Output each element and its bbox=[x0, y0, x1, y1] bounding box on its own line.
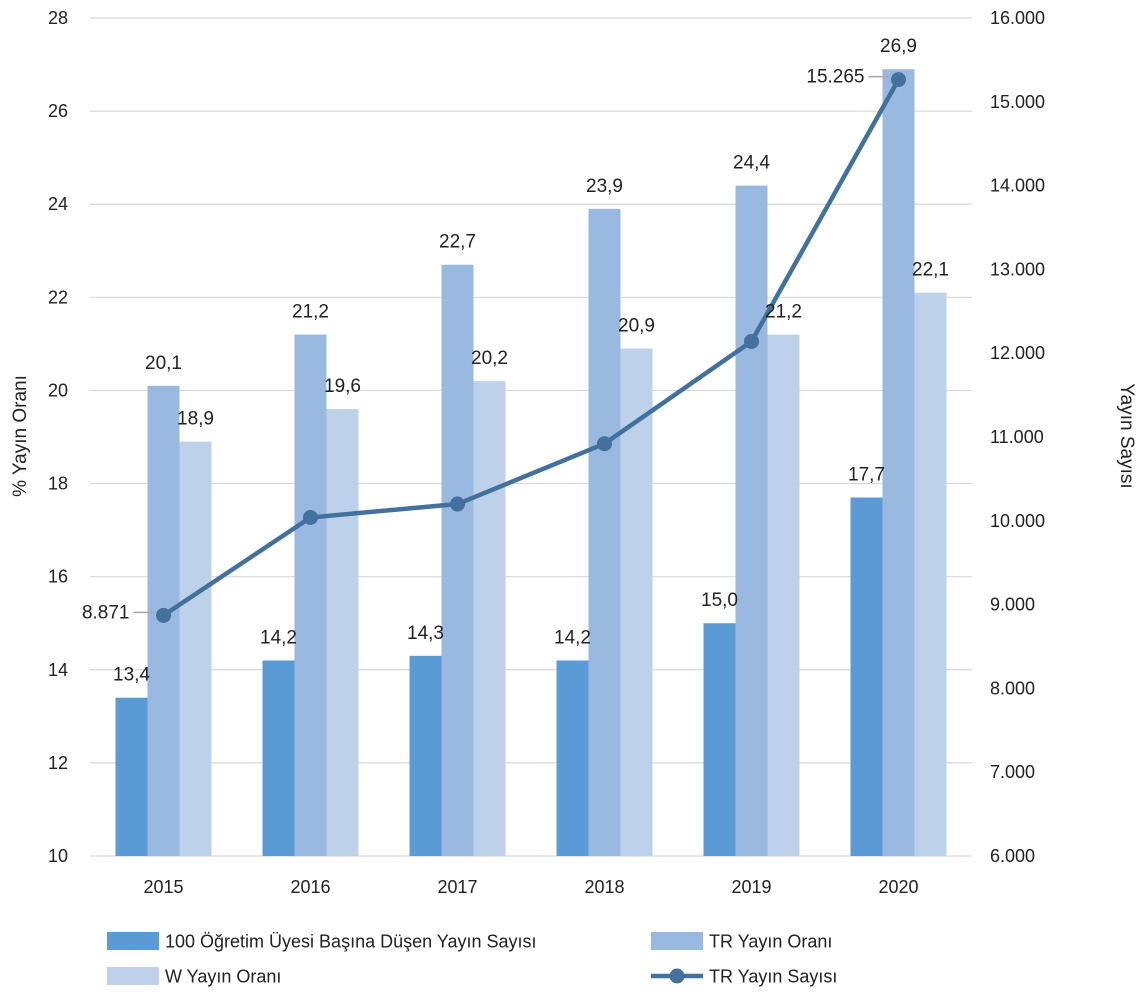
bar-data-label: 20,9 bbox=[618, 316, 655, 337]
bar-data-label: 19,6 bbox=[324, 376, 361, 397]
x-tick-label: 2019 bbox=[731, 877, 771, 897]
left-tick-label: 12 bbox=[48, 753, 68, 773]
legend-swatch bbox=[651, 932, 703, 950]
bar bbox=[115, 697, 148, 856]
right-tick-label: 11.000 bbox=[990, 427, 1044, 447]
line-series-path bbox=[162, 78, 901, 618]
legend-label: 100 Öğretim Üyesi Başına Düşen Yayın Say… bbox=[165, 932, 537, 952]
bar-data-label: 20,1 bbox=[145, 353, 182, 374]
bars bbox=[115, 69, 947, 857]
bar bbox=[882, 69, 915, 856]
bar bbox=[262, 660, 295, 856]
x-axis-ticks: 2015 2016 2017 2018 2019 2020 bbox=[143, 877, 918, 897]
left-tick-label: 20 bbox=[48, 380, 68, 400]
right-tick-label: 10.000 bbox=[990, 511, 1045, 531]
left-tick-label: 18 bbox=[48, 474, 68, 494]
right-tick-label: 7.000 bbox=[990, 762, 1035, 782]
bar-data-label: 15,0 bbox=[701, 590, 738, 611]
legend-label: TR Yayın Oranı bbox=[709, 932, 832, 952]
bar bbox=[556, 660, 589, 856]
bar-data-label: 18,9 bbox=[177, 409, 214, 430]
right-tick-label: 12.000 bbox=[990, 343, 1045, 363]
left-tick-label: 16 bbox=[48, 567, 68, 587]
x-tick-label: 2015 bbox=[143, 877, 183, 897]
bar bbox=[409, 655, 442, 856]
right-tick-label: 8.000 bbox=[990, 678, 1035, 698]
legend-label: TR Yayın Sayısı bbox=[709, 967, 837, 987]
left-tick-label: 26 bbox=[48, 101, 68, 121]
bar bbox=[914, 292, 947, 857]
right-tick-label: 6.000 bbox=[990, 846, 1035, 866]
bar-data-label: 23,9 bbox=[586, 176, 623, 197]
right-axis-title: Yayın Sayısı bbox=[1116, 383, 1137, 488]
line-marker bbox=[891, 72, 906, 88]
bar bbox=[294, 334, 327, 857]
line-series bbox=[156, 72, 906, 623]
line-marker bbox=[744, 333, 759, 349]
line-marker bbox=[303, 509, 318, 525]
left-tick-label: 22 bbox=[48, 287, 68, 307]
right-tick-label: 9.000 bbox=[990, 595, 1035, 615]
left-axis-ticks: 10 12 14 16 18 20 22 24 26 28 bbox=[48, 8, 68, 866]
bar-data-label: 22,7 bbox=[439, 232, 476, 253]
bar bbox=[703, 623, 736, 856]
line-data-label: 8.871 bbox=[82, 602, 130, 623]
bar-data-label: 21,2 bbox=[292, 302, 329, 323]
legend-label: W Yayın Oranı bbox=[165, 967, 281, 987]
left-tick-label: 28 bbox=[48, 8, 68, 28]
bar bbox=[441, 264, 474, 856]
bar-data-label: 22,1 bbox=[912, 260, 949, 281]
right-axis-ticks: 6.000 7.000 8.000 9.000 10.000 11.000 12.000 13… bbox=[990, 8, 1045, 866]
x-tick-label: 2016 bbox=[290, 877, 330, 897]
data-labels: 13,4 14,2 14,3 14,2 15,0 17,7 20,1 21,2 22,7 23,9… bbox=[82, 36, 949, 686]
bar-data-label: 14,2 bbox=[260, 627, 297, 648]
right-tick-label: 14.000 bbox=[990, 176, 1045, 196]
bar bbox=[735, 185, 768, 857]
bar-data-label: 24,4 bbox=[733, 153, 770, 174]
line-marker bbox=[597, 436, 612, 452]
x-tick-label: 2017 bbox=[437, 877, 477, 897]
legend-swatch bbox=[107, 967, 159, 985]
bar-data-label: 13,4 bbox=[113, 665, 150, 686]
bar bbox=[473, 381, 506, 856]
right-tick-label: 15.000 bbox=[990, 92, 1045, 112]
right-tick-label: 16.000 bbox=[990, 8, 1045, 28]
legend-swatch bbox=[107, 932, 159, 950]
bar bbox=[850, 497, 883, 856]
left-axis-title: % Yayın Oranı bbox=[10, 375, 31, 497]
left-tick-label: 14 bbox=[48, 660, 68, 680]
bar-data-label: 21,2 bbox=[765, 302, 802, 323]
bar bbox=[588, 208, 621, 856]
bar bbox=[179, 441, 212, 856]
bar bbox=[620, 348, 653, 856]
line-data-label: 15.265 bbox=[806, 67, 864, 88]
legend: 100 Öğretim Üyesi Başına Düşen Yayın Say… bbox=[107, 932, 837, 987]
right-tick-label: 13.000 bbox=[990, 259, 1045, 279]
line-marker bbox=[450, 496, 465, 512]
bar-data-label: 17,7 bbox=[848, 465, 885, 486]
bar-data-label: 14,2 bbox=[554, 627, 591, 648]
bar-data-label: 20,2 bbox=[471, 348, 508, 369]
bar bbox=[767, 334, 800, 857]
x-tick-label: 2018 bbox=[584, 877, 624, 897]
left-tick-label: 10 bbox=[48, 846, 68, 866]
left-tick-label: 24 bbox=[48, 194, 68, 214]
line-marker bbox=[156, 607, 171, 623]
gridlines bbox=[90, 17, 972, 857]
bar-data-label: 26,9 bbox=[880, 36, 917, 57]
x-tick-label: 2020 bbox=[878, 877, 918, 897]
bar bbox=[326, 409, 359, 856]
legend-marker bbox=[669, 968, 685, 984]
bar-data-label: 14,3 bbox=[407, 623, 444, 644]
